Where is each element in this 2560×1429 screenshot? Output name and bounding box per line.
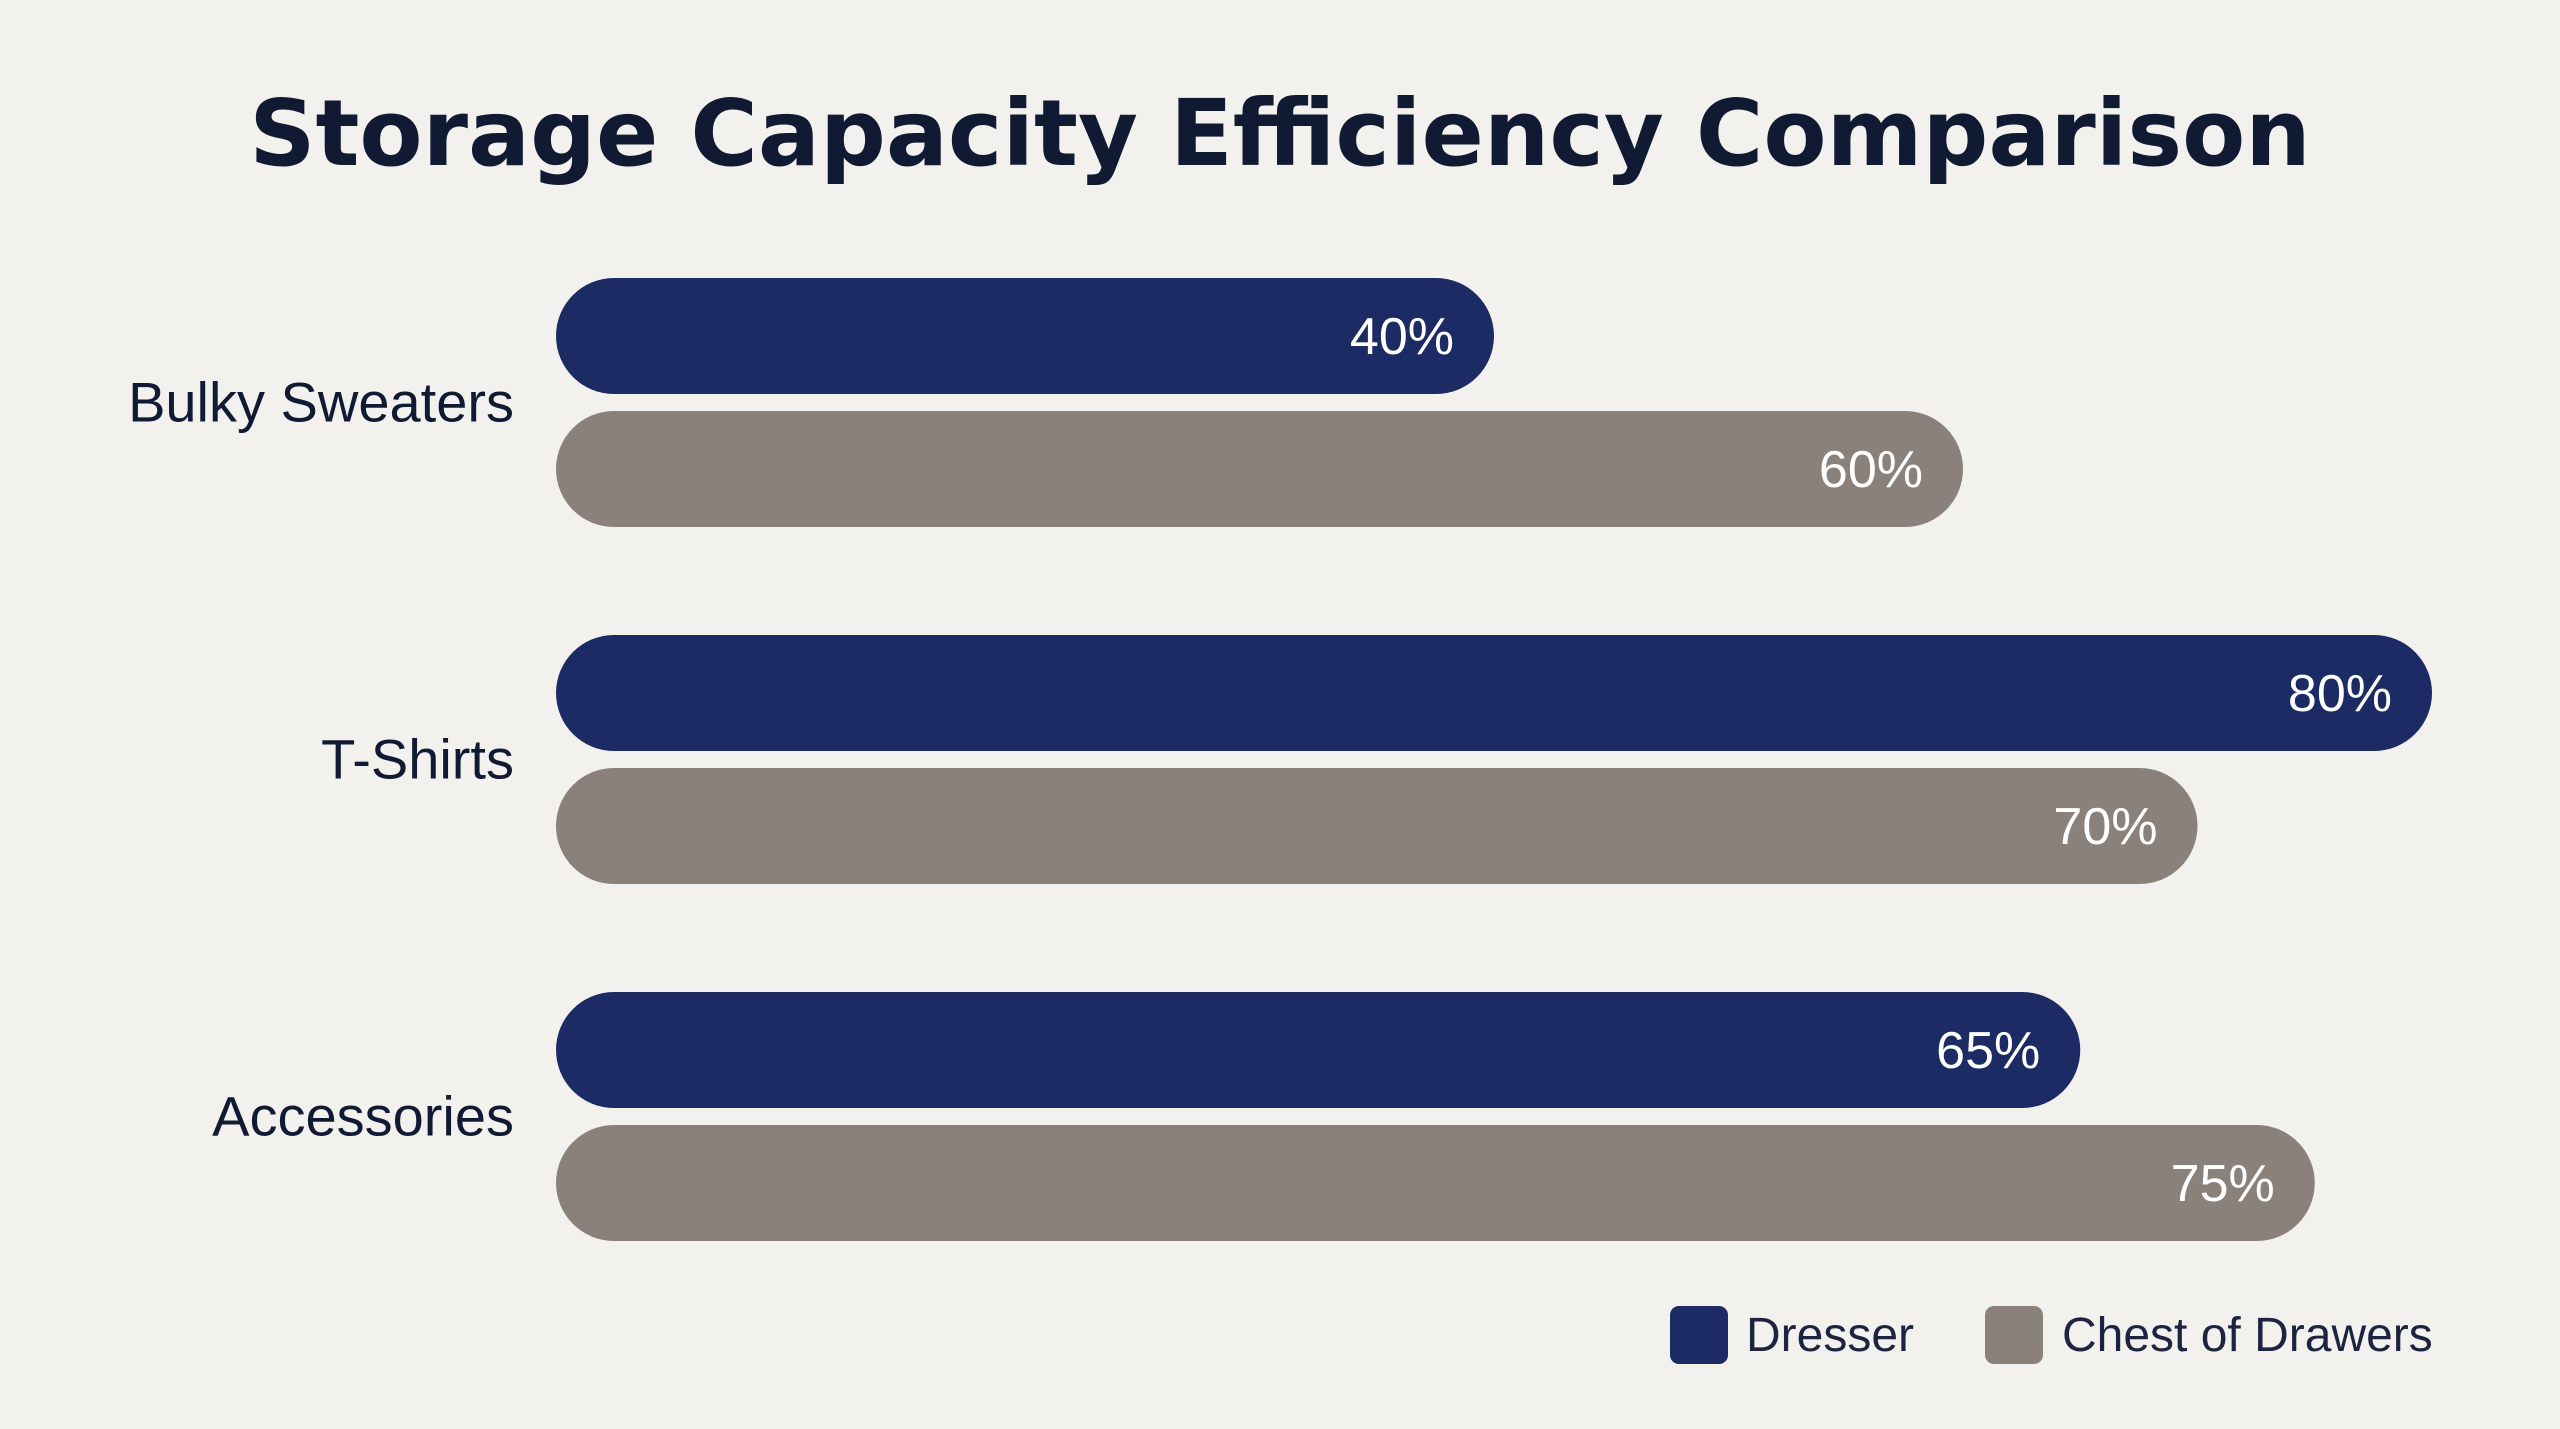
value-label-chest-of-drawers-accessories: 75% [2171,1155,2275,1213]
legend-label-chest-of-drawers: Chest of Drawers [2062,1309,2433,1362]
legend-swatch-chest-of-drawers [1985,1306,2043,1364]
value-label-dresser-bulky-sweaters: 40% [1350,308,1454,366]
value-label-dresser-accessories: 65% [1936,1022,2040,1080]
value-label-chest-of-drawers-bulky-sweaters: 60% [1819,441,1923,499]
bar-dresser-accessories [556,992,2081,1108]
category-label-accessories: Accessories [212,1085,514,1148]
value-label-dresser-t-shirts: 80% [2288,665,2392,723]
chart-title: Storage Capacity Efficiency Comparison [249,80,2311,187]
value-label-chest-of-drawers-t-shirts: 70% [2053,798,2157,856]
bar-dresser-t-shirts [556,635,2432,751]
category-label-t-shirts: T-Shirts [321,728,514,791]
bar-dresser-bulky-sweaters [556,278,1494,394]
category-label-bulky-sweaters: Bulky Sweaters [128,371,514,434]
bar-chest-of-drawers-bulky-sweaters [556,411,1963,527]
legend: Dresser Chest of Drawers [1670,1306,2433,1364]
bar-chest-of-drawers-accessories [556,1125,2315,1241]
bars-layer: Bulky Sweaters 40% 60% T-Shirts 80% 70% Access… [128,278,2432,1241]
legend-label-dresser: Dresser [1746,1309,1914,1362]
legend-swatch-dresser [1670,1306,1728,1364]
bar-chest-of-drawers-t-shirts [556,768,2198,884]
